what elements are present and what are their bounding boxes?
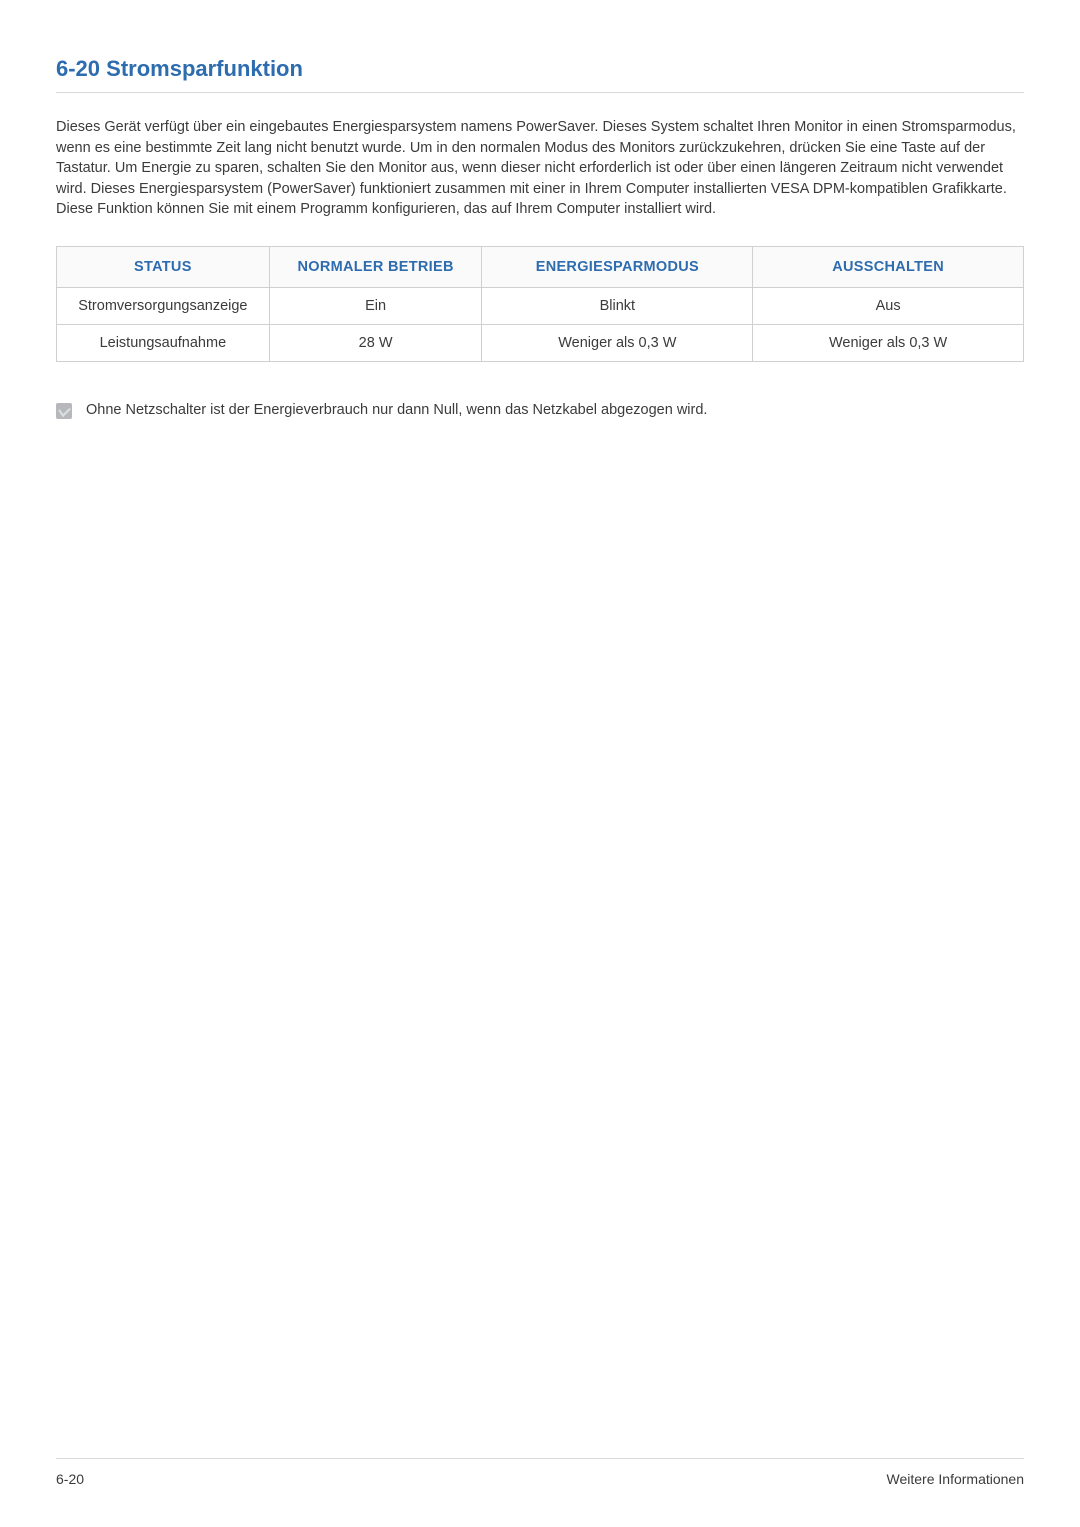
note-icon [56,403,72,419]
table-cell: Ein [269,287,482,324]
section-heading: 6-20 Stromsparfunktion [56,56,1024,93]
table-row: Leistungsaufnahme 28 W Weniger als 0,3 W… [57,324,1024,361]
table-cell: Weniger als 0,3 W [482,324,753,361]
table-header-row: STATUS NORMALER BETRIEB ENERGIESPARMODUS… [57,246,1024,287]
note-text: Ohne Netzschalter ist der Energieverbrau… [86,402,707,418]
table-header-cell: AUSSCHALTEN [753,246,1024,287]
table-cell: Aus [753,287,1024,324]
power-saving-table: STATUS NORMALER BETRIEB ENERGIESPARMODUS… [56,246,1024,362]
page-footer: 6-20 Weitere Informationen [56,1458,1024,1487]
footer-right: Weitere Informationen [887,1471,1024,1487]
table-cell: Leistungsaufnahme [57,324,270,361]
table-header-cell: STATUS [57,246,270,287]
document-page: 6-20 Stromsparfunktion Dieses Gerät verf… [0,0,1080,1527]
table-cell: 28 W [269,324,482,361]
table-cell: Stromversorgungsanzeige [57,287,270,324]
table-cell: Weniger als 0,3 W [753,324,1024,361]
note-row: Ohne Netzschalter ist der Energieverbrau… [56,402,1024,419]
table-header-cell: NORMALER BETRIEB [269,246,482,287]
table-row: Stromversorgungsanzeige Ein Blinkt Aus [57,287,1024,324]
table-cell: Blinkt [482,287,753,324]
footer-left: 6-20 [56,1471,84,1487]
table-header-cell: ENERGIESPARMODUS [482,246,753,287]
intro-paragraph: Dieses Gerät verfügt über ein eingebaute… [56,117,1024,220]
